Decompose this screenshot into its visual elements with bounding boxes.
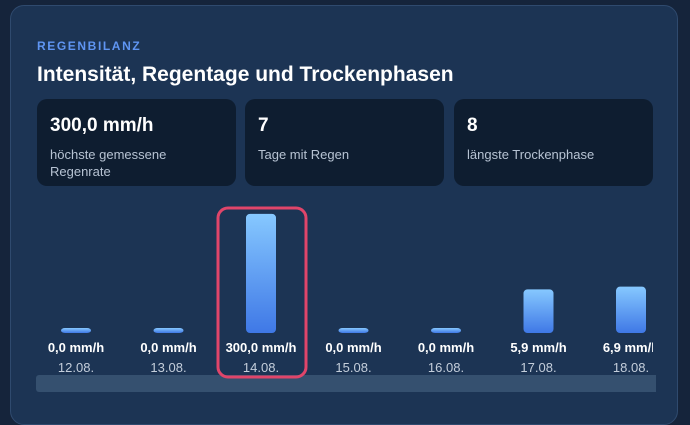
value-label: 5,9 mm/h <box>510 340 566 355</box>
stat-value: 7 <box>258 115 269 136</box>
bar <box>61 328 91 333</box>
stat-value: 8 <box>467 115 478 136</box>
bar <box>616 286 646 333</box>
category-label: 17.08. <box>520 360 556 375</box>
value-label: 0,0 mm/h <box>140 340 196 355</box>
bar <box>246 213 276 333</box>
bar <box>431 328 461 333</box>
stat-card: 7 Tage mit Regen <box>245 99 444 186</box>
page: REGENBILANZ Intensität, Regentage und Tr… <box>10 5 678 425</box>
stat-value: 300,0 mm/h <box>50 115 154 136</box>
value-label: 300,0 mm/h <box>226 340 297 355</box>
stat-label: längste Trockenphase <box>467 147 595 162</box>
title: Intensität, Regentage und Trockenphasen <box>37 63 454 86</box>
category-label: 18.08. <box>613 360 649 375</box>
stat-card: 300,0 mm/h höchste gemessene Regenrate <box>37 99 236 186</box>
value-label: 0,0 mm/h <box>48 340 104 355</box>
category-label: 15.08. <box>335 360 371 375</box>
card <box>10 5 678 425</box>
stat-card: 8 längste Trockenphase <box>454 99 653 186</box>
kicker: REGENBILANZ <box>37 39 142 53</box>
stat-label: höchste gemessene Regenrate <box>50 147 167 179</box>
chart: 0,0 mm/h 12.08. 0,0 mm/h 13.08. 300,0 mm/h 14… <box>36 206 656 392</box>
category-label: 14.08. <box>243 360 279 375</box>
category-label: 16.08. <box>428 360 464 375</box>
bar <box>523 289 554 333</box>
scrollbar[interactable] <box>36 375 656 392</box>
category-label: 13.08. <box>150 360 186 375</box>
value-label: 0,0 mm/h <box>325 340 381 355</box>
stat-label: Tage mit Regen <box>258 147 350 162</box>
plot: 0,0 mm/h 12.08. 0,0 mm/h 13.08. 300,0 mm/h 14… <box>48 213 656 375</box>
bar <box>338 328 369 333</box>
value-label: 0,0 mm/h <box>418 340 474 355</box>
category-label: 12.08. <box>58 360 94 375</box>
value-label: 6,9 mm/h <box>603 340 656 355</box>
highlight-box <box>216 206 308 379</box>
bar <box>153 328 184 333</box>
